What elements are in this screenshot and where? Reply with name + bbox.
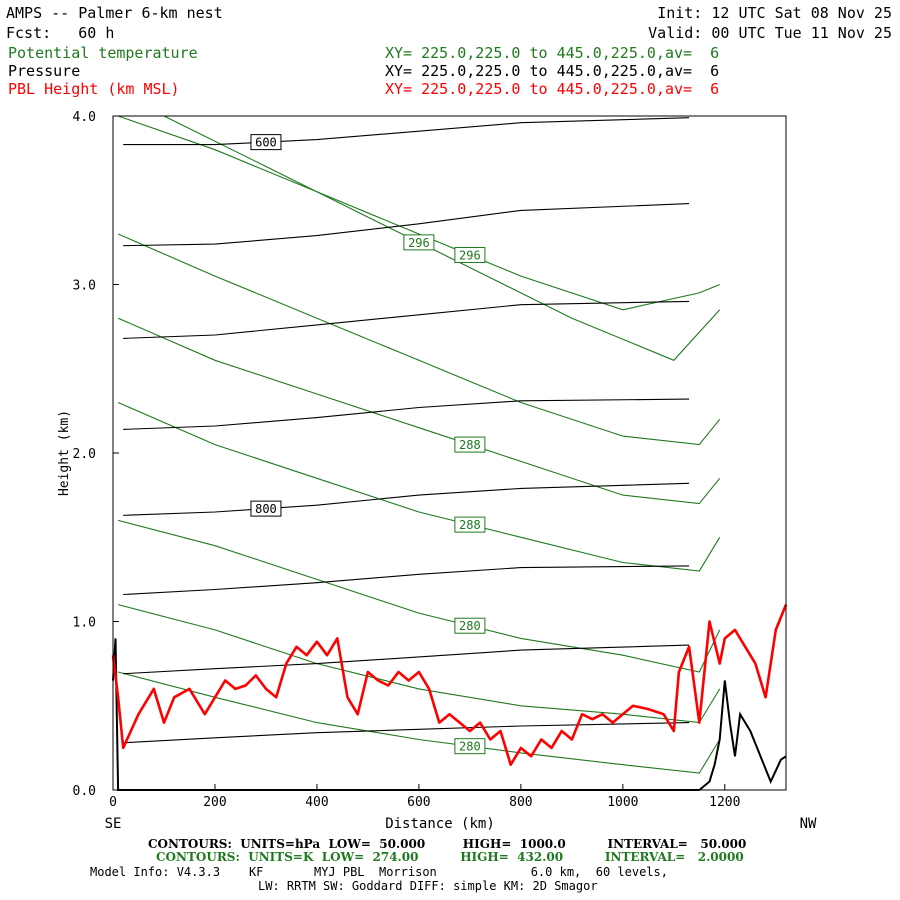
x-tick-label-6: 1200 bbox=[709, 795, 740, 810]
theta-label-0: 296 bbox=[459, 249, 481, 263]
footer-model-info: Model Info: V4.3.3 KF MYJ PBL Morrison 6… bbox=[90, 865, 668, 879]
field-xy-pressure: XY= 225.0,225.0 to 445.0,225.0,av= 6 bbox=[385, 62, 720, 80]
theta-label-3-box bbox=[454, 436, 486, 453]
init-time: Init: 12 UTC Sat 08 Nov 25 bbox=[657, 4, 892, 22]
theta-label-4: 288 bbox=[459, 518, 481, 532]
theta-label-1-box bbox=[403, 234, 435, 251]
right-end-label: NW bbox=[800, 816, 817, 832]
x-tick-label-5: 1000 bbox=[607, 795, 638, 810]
pressure-label-4-box bbox=[250, 500, 282, 517]
y-tick-label-1: 1.0 bbox=[73, 616, 96, 631]
valid-time: Valid: 00 UTC Tue 11 Nov 25 bbox=[648, 24, 892, 42]
theta-contour-1 bbox=[163, 115, 721, 361]
y-tick-label-3: 3.0 bbox=[73, 279, 96, 294]
theta-label-1: 296 bbox=[408, 236, 430, 250]
theta-label-5: 280 bbox=[459, 619, 481, 633]
pressure-contour-4 bbox=[123, 482, 690, 516]
theta-contour-6 bbox=[117, 604, 721, 724]
pressure-label-4: 800 bbox=[255, 502, 277, 516]
pbl-height-line bbox=[111, 604, 788, 766]
forecast-hour: Fcst: 60 h bbox=[6, 24, 115, 42]
field-name-pbl: PBL Height (km MSL) bbox=[8, 80, 180, 98]
theta-contour-5 bbox=[117, 519, 721, 673]
theta-contour-7 bbox=[117, 671, 721, 774]
theta-label-3: 288 bbox=[459, 438, 481, 452]
theta-contour-3 bbox=[117, 317, 721, 505]
x-tick-label-0: 0 bbox=[109, 795, 117, 810]
theta-contour-2 bbox=[117, 233, 721, 446]
footer-contours-theta: CONTOURS: UNITS=K LOW= 274.00 HIGH= 432.… bbox=[156, 850, 744, 864]
y-tick-label-4: 4.0 bbox=[73, 110, 96, 125]
pressure-contour-7 bbox=[123, 722, 690, 744]
pressure-contour-6 bbox=[123, 644, 690, 675]
left-end-label: SE bbox=[105, 816, 122, 832]
theta-label-4-box bbox=[454, 516, 486, 533]
pressure-contour-2 bbox=[123, 300, 690, 339]
x-tick-label-4: 800 bbox=[509, 795, 532, 810]
pressure-contour-1 bbox=[123, 203, 690, 247]
plot-frame bbox=[112, 115, 787, 791]
theta-label-0-box bbox=[454, 247, 486, 264]
theta-label-7: 280 bbox=[459, 740, 481, 754]
field-name-pressure: Pressure bbox=[8, 62, 81, 80]
x-axis-title: Distance (km) bbox=[385, 816, 495, 832]
pressure-label-0: 600 bbox=[255, 136, 277, 150]
pressure-contour-0 bbox=[123, 117, 690, 146]
x-tick-label-1: 200 bbox=[203, 795, 226, 810]
pressure-contour-5 bbox=[123, 565, 690, 596]
model-title: AMPS -- Palmer 6-km nest bbox=[6, 4, 223, 22]
field-xy-theta: XY= 225.0,225.0 to 445.0,225.0,av= 6 bbox=[385, 44, 720, 62]
y-tick-label-2: 2.0 bbox=[73, 447, 96, 462]
footer-contours-pressure: CONTOURS: UNITS=hPa LOW= 50.000 HIGH= 10… bbox=[148, 837, 747, 851]
footer-physics-info: LW: RRTM SW: Goddard DIFF: simple KM: 2D… bbox=[258, 879, 598, 893]
y-tick-label-0: 0.0 bbox=[73, 784, 96, 799]
pressure-contour-3 bbox=[123, 398, 690, 430]
pressure-label-0-box bbox=[250, 134, 282, 151]
x-tick-label-2: 400 bbox=[305, 795, 328, 810]
field-xy-pbl: XY= 225.0,225.0 to 445.0,225.0,av= 6 bbox=[385, 80, 720, 98]
field-name-theta: Potential temperature bbox=[8, 44, 198, 62]
y-axis-title: Height (km) bbox=[57, 410, 72, 496]
cross-section-chart: 296 296 288 288 280 280 600 800 0 200 400 600 800 10… bbox=[57, 110, 817, 832]
x-tick-label-3: 600 bbox=[407, 795, 430, 810]
theta-label-5-box bbox=[454, 617, 486, 634]
theta-label-7-box bbox=[454, 738, 486, 755]
